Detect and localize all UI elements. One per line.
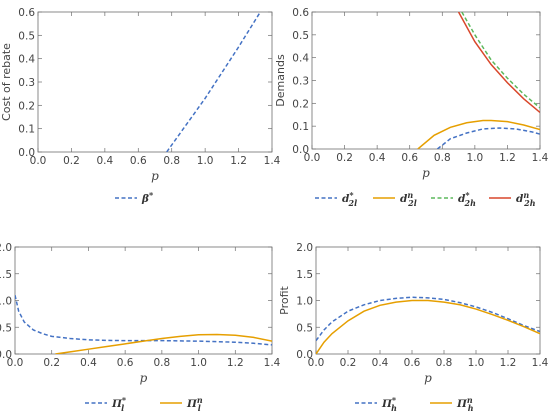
x-tick-label: 0.0 <box>304 152 321 164</box>
legend-entry: Π* h <box>381 395 397 413</box>
x-tick-label: 1.2 <box>500 357 517 369</box>
x-tick-label: 0.6 <box>130 155 147 167</box>
x-tick-label: 0.2 <box>43 357 60 369</box>
x-axis-label: p <box>424 371 432 385</box>
y-tick-label: 0.0 <box>0 349 12 361</box>
x-tick-label: 1.0 <box>468 357 485 369</box>
x-tick-label: 0.0 <box>7 357 24 369</box>
y-axis-label: Demands <box>274 54 287 107</box>
series-layer <box>417 12 540 149</box>
plot-frame <box>37 11 273 153</box>
x-tick-label: 0.2 <box>63 155 80 167</box>
x-tick-label: 0.6 <box>401 152 418 164</box>
x-tick-label: 0.4 <box>80 357 97 369</box>
series-layer <box>316 296 540 354</box>
series-line-4 <box>457 12 540 114</box>
series-layer <box>166 12 261 152</box>
x-tick-label: 1.0 <box>190 357 207 369</box>
y-tick-label: 0.0 <box>296 349 313 361</box>
chart-panel-1: 0.0 0.2 0.4 0.6 0.8 1.0 1.2 1.4 0.0 0.1 0.2 0.3 0.4 0… <box>0 7 281 205</box>
y-tick-label: 0.6 <box>292 7 309 19</box>
x-tick-label: 0.0 <box>308 357 325 369</box>
x-axis-label: p <box>151 169 159 183</box>
series-line-2 <box>55 333 272 354</box>
legend-entry: dn 2l <box>400 190 417 208</box>
legend-entry: d* 2h <box>458 190 476 208</box>
y-tick-label: 1.0 <box>296 296 313 308</box>
y-tick-label: 0.5 <box>296 322 313 334</box>
x-axis-label: p <box>422 166 430 180</box>
x-tick-label: 0.6 <box>117 357 134 369</box>
y-tick-label: 0.2 <box>18 100 35 112</box>
y-tick-label: 1.5 <box>296 269 313 281</box>
y-tick-label: 1.0 <box>0 296 12 308</box>
y-tick-label: 0.3 <box>292 76 309 88</box>
x-tick-label: 0.8 <box>434 152 451 164</box>
x-tick-label: 1.0 <box>467 152 484 164</box>
series-line-1 <box>436 127 540 149</box>
x-tick-label: 1.4 <box>532 357 549 369</box>
legend-entry: Π* l <box>111 395 127 413</box>
series-line-3 <box>461 12 540 109</box>
x-tick-label: 1.4 <box>264 155 281 167</box>
y-tick-label: 0.1 <box>18 124 35 136</box>
y-tick-label: 0.1 <box>292 121 309 133</box>
y-tick-label: 0.2 <box>292 98 309 110</box>
y-tick-label: 2.0 <box>296 242 313 254</box>
x-tick-label: 1.4 <box>264 357 281 369</box>
y-tick-label: 0.4 <box>18 54 35 66</box>
series-line-2 <box>316 299 540 354</box>
x-tick-label: 1.0 <box>197 155 214 167</box>
chart-panel-4: 0.0 0.2 0.4 0.6 0.8 1.0 1.2 1.4 0.0 0.5 1.0 1.5 2.0 p… <box>278 242 549 413</box>
y-tick-label: 0.0 <box>18 147 35 159</box>
x-tick-label: 0.2 <box>340 357 357 369</box>
y-tick-label: 2.0 <box>0 242 12 254</box>
y-axis-label: Profit <box>278 285 291 314</box>
chart-panel-3: 0.0 0.2 0.4 0.6 0.8 1.0 1.2 1.4 0.0 0.5 1.0 1.5 2.0 p… <box>0 242 281 413</box>
y-tick-label: 0.4 <box>292 53 309 65</box>
x-tick-label: 0.0 <box>30 155 47 167</box>
legend-entry: dn 2h <box>516 190 536 208</box>
x-tick-label: 0.8 <box>154 357 171 369</box>
x-tick-label: 0.2 <box>336 152 353 164</box>
x-tick-label: 1.2 <box>230 155 247 167</box>
y-tick-label: 0.5 <box>292 30 309 42</box>
series-line-1 <box>15 294 272 346</box>
x-tick-label: 0.6 <box>404 357 421 369</box>
y-tick-label: 0.6 <box>18 7 35 19</box>
x-tick-label: 0.4 <box>97 155 114 167</box>
legend-entry: d* 2l <box>342 190 357 208</box>
chart-panel-2: 0.0 0.2 0.4 0.6 0.8 1.0 1.2 1.4 0.0 0.1 0.2 0.3 0.4 0… <box>274 7 549 208</box>
plot-frame <box>14 246 273 355</box>
series-line-1 <box>166 12 261 152</box>
y-tick-label: 0.0 <box>292 144 309 156</box>
x-tick-label: 0.8 <box>436 357 453 369</box>
x-tick-label: 0.8 <box>163 155 180 167</box>
y-tick-label: 0.3 <box>18 77 35 89</box>
x-tick-label: 1.4 <box>532 152 549 164</box>
x-tick-label: 1.2 <box>499 152 516 164</box>
legend-entry: β* <box>141 190 154 205</box>
x-axis-label: p <box>140 371 148 385</box>
y-tick-label: 0.5 <box>0 322 12 334</box>
x-tick-label: 0.4 <box>369 152 386 164</box>
legend-entry: Πn l <box>186 395 203 413</box>
y-axis-label: Cost of rebate <box>0 43 13 121</box>
x-tick-label: 0.4 <box>372 357 389 369</box>
legend-entry: Πn h <box>456 395 474 413</box>
series-line-1 <box>316 296 540 342</box>
y-tick-label: 0.5 <box>18 30 35 42</box>
x-tick-label: 1.2 <box>227 357 244 369</box>
y-tick-label: 1.5 <box>0 269 12 281</box>
series-layer <box>15 294 272 354</box>
series-line-2 <box>417 119 540 149</box>
